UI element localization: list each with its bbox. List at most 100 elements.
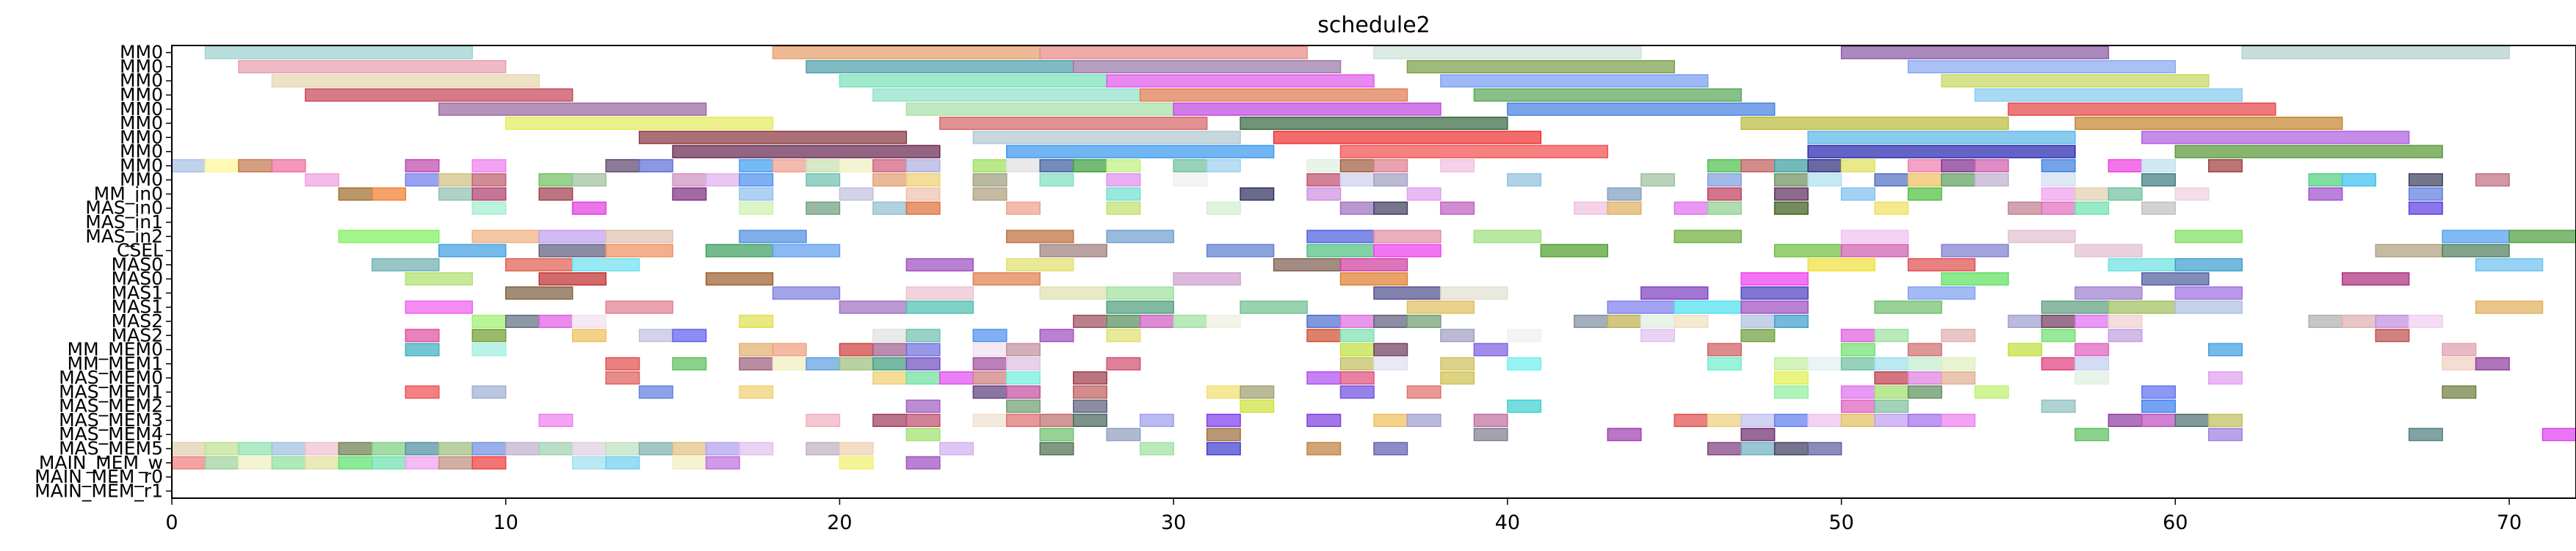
- task-bar: [1339, 201, 1375, 215]
- task-bar: [672, 145, 941, 158]
- task-bar: [1907, 286, 1976, 300]
- task-bar: [972, 343, 1007, 357]
- y-tick-label: MAS_MEM3: [59, 409, 163, 431]
- task-bar: [1206, 201, 1241, 215]
- task-bar: [972, 385, 1007, 399]
- task-bar: [772, 357, 807, 371]
- y-tick-label: MM0: [120, 141, 163, 162]
- task-bar: [2041, 329, 2076, 343]
- task-bar: [1173, 314, 1208, 329]
- x-tick-label: 0: [165, 511, 178, 534]
- task-bar: [1206, 244, 1275, 258]
- task-bar: [1073, 385, 1107, 399]
- task-bar: [1106, 201, 1141, 215]
- task-bar: [972, 187, 1007, 201]
- x-tick-label: 20: [827, 511, 852, 534]
- y-tick-label: MM0: [120, 98, 163, 120]
- task-bar: [1173, 173, 1208, 187]
- task-bar: [939, 371, 974, 385]
- task-bar: [1039, 413, 1074, 427]
- task-bar: [171, 442, 206, 456]
- task-bar: [1006, 230, 1074, 244]
- task-bar: [1039, 45, 1308, 59]
- y-tick-label: MAS_MEM0: [59, 367, 163, 388]
- task-bar: [1574, 201, 1609, 215]
- plot-frame: [171, 45, 2576, 499]
- task-bar: [1874, 357, 1909, 371]
- task-bar: [739, 158, 774, 172]
- task-bar: [1874, 371, 1909, 385]
- task-bar: [1740, 158, 1776, 172]
- task-bar: [372, 442, 407, 456]
- task-bar: [905, 300, 974, 314]
- task-bar: [1039, 442, 1074, 456]
- task-bar: [1974, 88, 2243, 102]
- task-bar: [972, 371, 1007, 385]
- task-bar: [905, 413, 941, 427]
- task-bar: [271, 74, 540, 88]
- task-bar: [1740, 300, 1809, 314]
- task-bar: [471, 173, 507, 187]
- task-bar: [2074, 428, 2110, 442]
- task-bar: [204, 45, 473, 59]
- task-bar: [1941, 158, 1976, 172]
- task-bar: [605, 456, 640, 470]
- task-bar: [739, 173, 774, 187]
- task-bar: [2041, 300, 2110, 314]
- task-bar: [972, 131, 1241, 145]
- task-bar: [571, 456, 607, 470]
- task-bar: [772, 343, 807, 357]
- task-bar: [2174, 230, 2243, 244]
- task-bar: [2108, 158, 2143, 172]
- task-bar: [2141, 385, 2177, 399]
- task-bar: [905, 258, 974, 271]
- task-bar: [1740, 272, 1809, 286]
- task-bar: [305, 88, 574, 102]
- y-tick-label: MAS1: [112, 282, 163, 303]
- task-bar: [438, 244, 507, 258]
- task-bar: [1039, 329, 1074, 343]
- task-bar: [1941, 371, 1976, 385]
- y-tick-label: MAS_MEM1: [59, 381, 163, 402]
- task-bar: [1607, 201, 1642, 215]
- task-bar: [1006, 201, 1041, 215]
- task-bar: [672, 357, 707, 371]
- task-bar: [471, 187, 507, 201]
- task-bar: [806, 357, 841, 371]
- task-bar: [204, 456, 239, 470]
- task-bar: [1139, 442, 1174, 456]
- task-bar: [1440, 201, 1475, 215]
- task-bar: [438, 456, 473, 470]
- task-bar: [1773, 357, 1809, 371]
- task-bar: [972, 329, 1007, 343]
- task-bar: [2174, 413, 2210, 427]
- task-bar: [939, 117, 1208, 131]
- task-bar: [1473, 230, 1542, 244]
- task-bar: [538, 244, 607, 258]
- task-bar: [1740, 442, 1776, 456]
- task-bar: [1941, 413, 1976, 427]
- task-bar: [972, 357, 1007, 371]
- task-bar: [839, 187, 874, 201]
- task-bar: [1640, 329, 1676, 343]
- task-bar: [806, 442, 841, 456]
- y-tick-label: MM0: [120, 126, 163, 147]
- task-bar: [2442, 244, 2510, 258]
- task-bar: [2475, 300, 2544, 314]
- task-bar: [1707, 158, 1742, 172]
- task-bar: [1039, 286, 1107, 300]
- task-bar: [1707, 413, 1742, 427]
- task-bar: [1173, 102, 1441, 116]
- y-tick-label: MM0: [120, 169, 163, 190]
- task-bar: [1840, 399, 1875, 413]
- task-bar: [305, 442, 340, 456]
- task-bar: [1073, 158, 1107, 172]
- task-bar: [438, 173, 473, 187]
- task-bar: [338, 230, 440, 244]
- task-bar: [1707, 187, 1742, 201]
- y-tick-label: MAS_MEM2: [59, 395, 163, 417]
- task-bar: [1206, 314, 1241, 329]
- task-bar: [739, 442, 774, 456]
- task-bar: [872, 371, 908, 385]
- task-bar: [638, 131, 908, 145]
